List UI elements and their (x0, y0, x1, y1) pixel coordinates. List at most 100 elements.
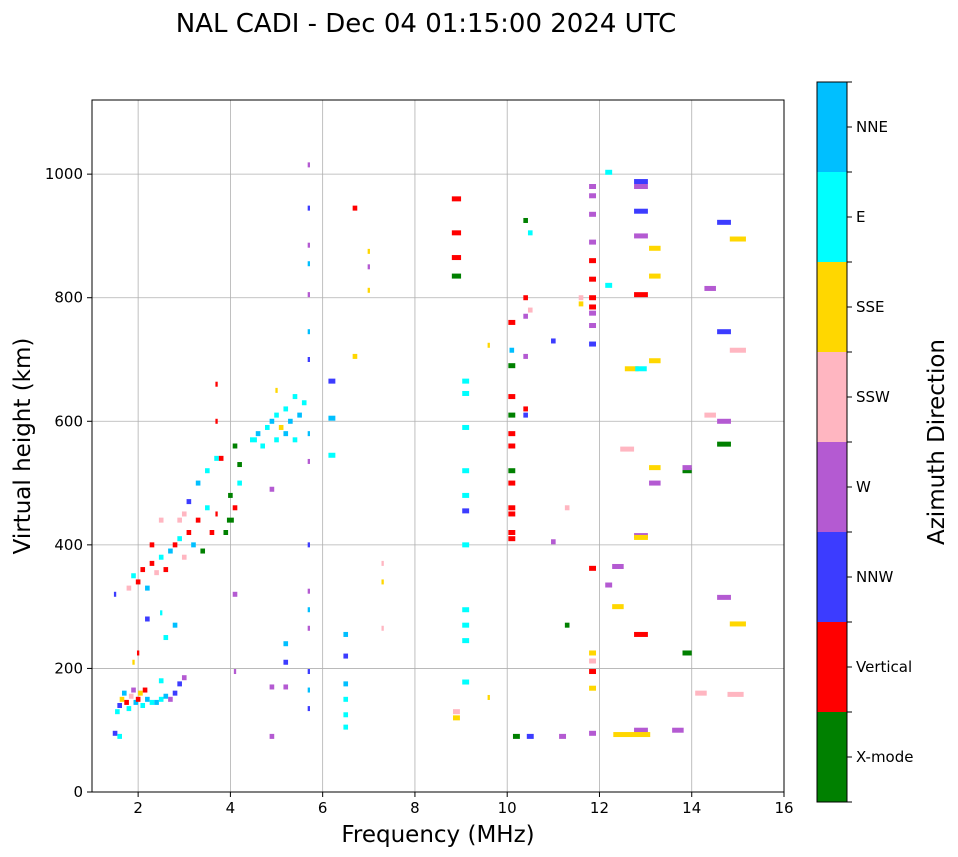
data-point-sse (589, 685, 597, 691)
data-point-e (343, 696, 349, 702)
data-point-w (634, 233, 648, 239)
data-point-e (117, 733, 122, 739)
colorbar-label-w: W (856, 478, 871, 496)
data-point-e (462, 424, 470, 430)
data-point-x-mode (232, 443, 238, 449)
data-point-e (177, 536, 182, 542)
data-point-x-mode (682, 468, 692, 474)
data-point-vertical (209, 530, 215, 535)
data-point-nne (297, 412, 302, 418)
data-point-w (589, 730, 597, 736)
data-point-e (158, 678, 164, 684)
colorbar-frame (816, 81, 848, 803)
x-tick-label: 4 (226, 799, 236, 817)
colorbar-swatch-vertical (817, 622, 847, 712)
data-point-nnw (523, 412, 528, 418)
data-point-vertical (140, 567, 146, 573)
data-point-x-mode (512, 733, 520, 739)
data-point-vertical (135, 696, 141, 702)
data-point-vertical (589, 565, 597, 571)
data-point-e (462, 607, 470, 613)
data-point-e (343, 712, 349, 718)
data-point-sse (624, 366, 639, 372)
data-point-nnw (343, 653, 349, 659)
data-point-nne (343, 681, 349, 687)
data-point-sse (367, 287, 370, 293)
data-point-e (265, 424, 270, 430)
data-point-vertical (589, 258, 597, 264)
data-point-x-mode (226, 517, 234, 523)
x-tick-label: 12 (590, 799, 609, 817)
data-point-e (462, 679, 470, 685)
data-point-nnw (589, 341, 597, 347)
data-point-nnw (551, 338, 556, 344)
data-point-vertical (508, 431, 516, 437)
y-tick-label: 400 (54, 536, 83, 554)
data-point-nne (283, 431, 289, 437)
data-point-nnw (307, 357, 310, 362)
data-point-w (232, 591, 238, 597)
colorbar-swatch-w (817, 442, 847, 532)
data-point-nne (307, 329, 310, 335)
data-point-ssw (727, 691, 744, 697)
data-point-w (131, 687, 136, 693)
data-point-x-mode (451, 273, 462, 279)
x-tick-label: 8 (410, 799, 420, 817)
data-point-e (292, 437, 298, 443)
y-tick-label: 200 (54, 659, 83, 677)
data-point-sse (132, 659, 135, 665)
data-point-nnw (307, 205, 310, 211)
data-point-w (269, 733, 275, 739)
data-point-x-mode (237, 462, 242, 468)
data-point-vertical (352, 205, 358, 211)
data-point-e (214, 455, 219, 461)
colorbar-label-ssw: SSW (856, 388, 890, 406)
data-point-w (269, 486, 275, 492)
data-point-x-mode (564, 622, 570, 628)
data-point-w (307, 242, 310, 248)
colorbar: X-mode Vertical NNW W SSW SSE E NNE (816, 81, 913, 803)
data-point-vertical (149, 542, 155, 548)
data-point-ssw (564, 505, 570, 511)
data-point-e (328, 452, 336, 458)
data-point-nnw (328, 378, 336, 384)
data-point-sse (119, 696, 125, 702)
data-point-w (605, 582, 613, 588)
data-point-e (274, 437, 279, 443)
data-point-vertical (508, 536, 516, 542)
data-point-x-mode (523, 217, 528, 223)
x-tick-label: 14 (682, 799, 701, 817)
data-point-vertical (589, 669, 597, 675)
data-point-e (260, 443, 265, 449)
data-point-e (462, 378, 470, 384)
data-point-vertical (232, 505, 238, 511)
data-point-vertical (523, 406, 528, 412)
data-point-w (682, 465, 692, 471)
data-point-ssw (158, 517, 164, 523)
data-point-e (605, 169, 613, 175)
data-point-w (307, 588, 310, 594)
data-point-sse (634, 534, 648, 540)
colorbar-swatch-nnw (817, 532, 847, 622)
data-point-sse (367, 248, 370, 254)
y-tick-label: 800 (54, 289, 83, 307)
data-point-ssw (527, 307, 533, 313)
data-point-nnw (112, 730, 118, 736)
data-point-ssw (729, 347, 746, 353)
data-point-nne (133, 699, 139, 705)
data-point-ssw (589, 658, 597, 664)
y-tick-label: 1000 (45, 165, 83, 183)
data-point-e (158, 696, 164, 702)
data-point-e (149, 699, 155, 705)
data-point-nne (328, 415, 336, 421)
data-point-nnw (634, 179, 648, 185)
data-point-nne (283, 641, 289, 647)
data-point-e (462, 468, 470, 474)
data-point-nne (307, 687, 310, 693)
x-tick-label: 6 (318, 799, 328, 817)
colorbar-swatch-x-mode (817, 712, 847, 802)
data-point-sse (613, 732, 651, 738)
data-point-x-mode (200, 548, 206, 554)
data-point-ssw (381, 560, 384, 566)
data-point-e (131, 573, 136, 579)
